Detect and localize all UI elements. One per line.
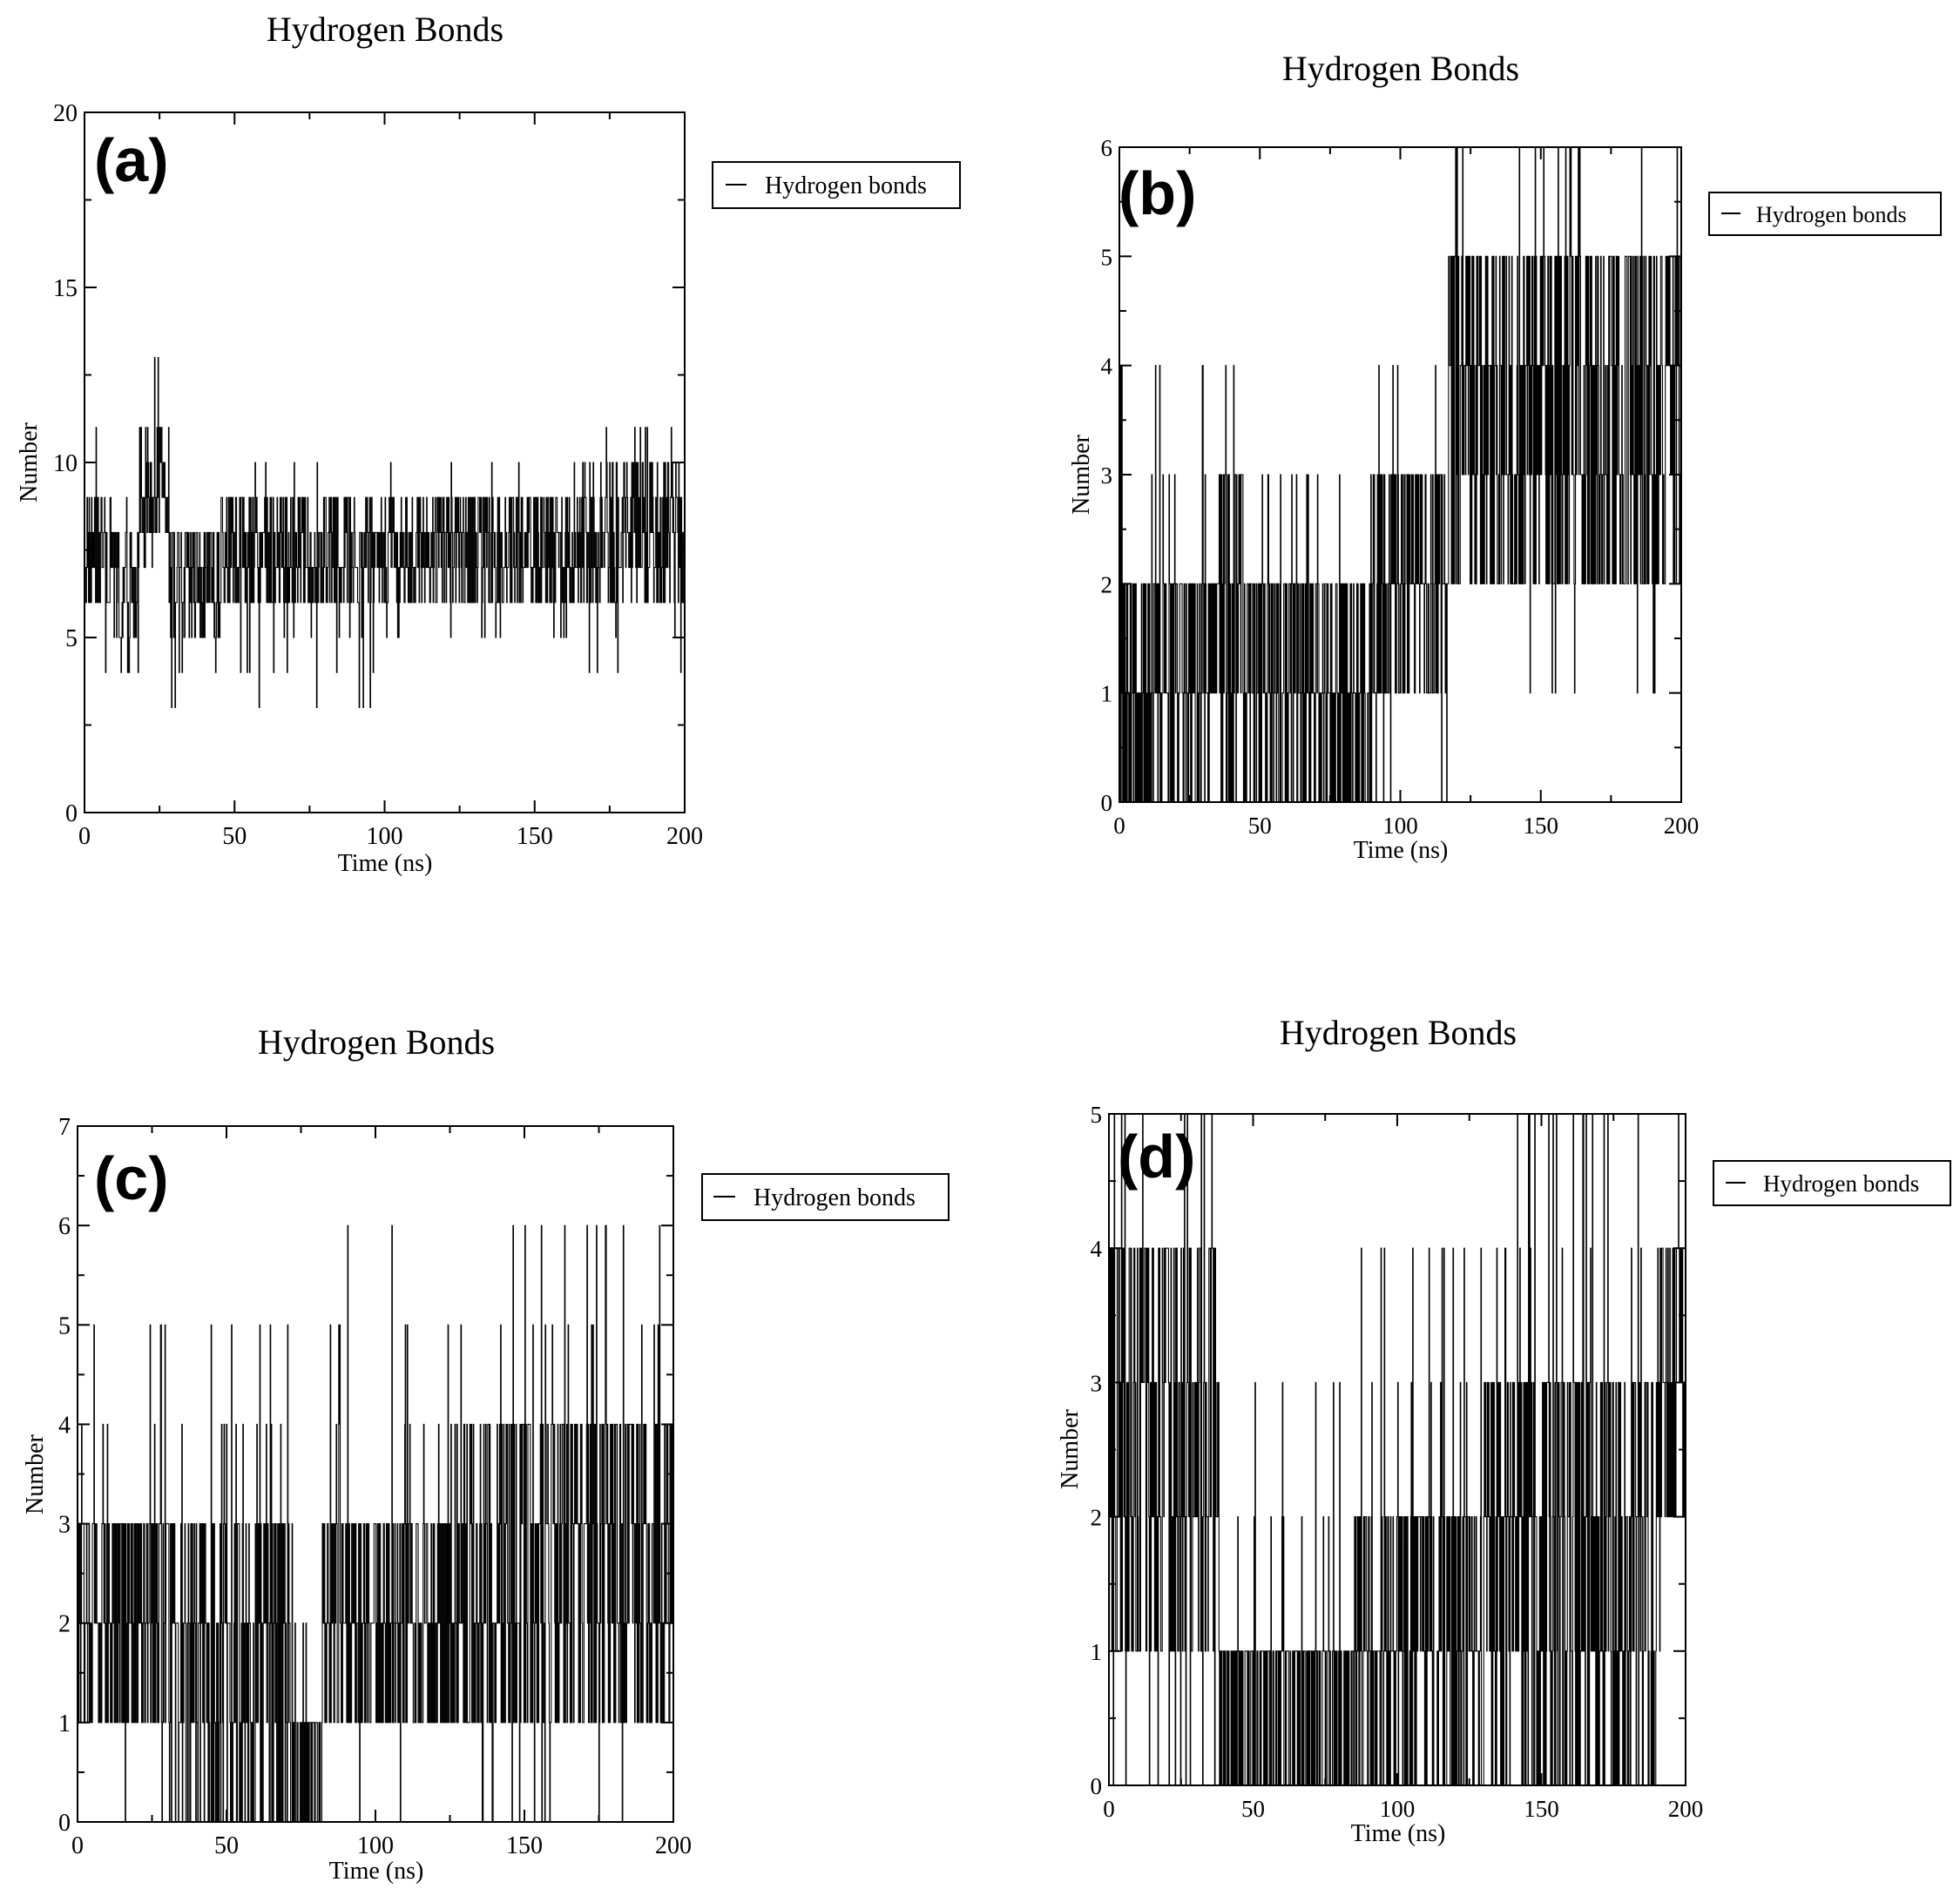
chart-title: Hydrogen Bonds bbox=[1280, 1013, 1517, 1052]
y-tick-label: 2 bbox=[1101, 571, 1113, 597]
y-tick-label: 3 bbox=[58, 1512, 71, 1539]
x-tick-label: 100 bbox=[1380, 1796, 1416, 1822]
y-tick-label: 20 bbox=[53, 100, 78, 127]
x-tick-label: 50 bbox=[222, 823, 247, 850]
legend-entry: Hydrogen bonds bbox=[1756, 202, 1907, 227]
x-tick-label: 50 bbox=[1241, 1796, 1265, 1822]
y-tick-label: 4 bbox=[58, 1412, 71, 1439]
legend-entry: Hydrogen bonds bbox=[1763, 1171, 1919, 1197]
series-line-hydrogen-bonds bbox=[1109, 1113, 1686, 1786]
x-axis-label: Time (ns) bbox=[329, 1858, 424, 1885]
chart-title: Hydrogen Bonds bbox=[1282, 49, 1519, 88]
panel-label: (d) bbox=[1118, 1123, 1195, 1191]
x-tick-label: 150 bbox=[506, 1832, 543, 1859]
x-tick-label: 50 bbox=[1248, 813, 1272, 839]
x-tick-label: 150 bbox=[517, 823, 553, 850]
x-tick-label: 100 bbox=[1382, 813, 1418, 839]
series-line-hydrogen-bonds bbox=[1119, 146, 1682, 803]
legend: Hydrogen bonds bbox=[1713, 1160, 1951, 1206]
x-tick-label: 150 bbox=[1524, 1796, 1559, 1822]
y-tick-label: 2 bbox=[1091, 1505, 1103, 1531]
y-tick-label: 0 bbox=[58, 1810, 71, 1837]
x-tick-label: 200 bbox=[1668, 1796, 1704, 1822]
y-tick-label: 1 bbox=[1101, 681, 1113, 707]
x-tick-label: 100 bbox=[367, 823, 403, 850]
panel-label: (a) bbox=[94, 126, 169, 194]
plot-data-c bbox=[78, 1224, 674, 1823]
plot-frame bbox=[77, 1125, 674, 1823]
axis-ticks-a: 0 50 100 150 200 0 5 10 15 20 bbox=[53, 100, 703, 850]
plot-data-a bbox=[84, 356, 686, 708]
x-tick-label: 200 bbox=[1664, 813, 1700, 839]
y-axis-label: Number bbox=[1057, 1408, 1084, 1488]
x-tick-label: 0 bbox=[1113, 813, 1125, 839]
plot-frame bbox=[84, 111, 686, 813]
y-axis-label: Number bbox=[16, 422, 43, 502]
x-tick-label: 0 bbox=[71, 1832, 84, 1859]
legend-box bbox=[1713, 1160, 1951, 1206]
x-axis-label: Time (ns) bbox=[1354, 837, 1449, 864]
legend: Hydrogen bonds bbox=[701, 1173, 950, 1221]
legend: Hydrogen bonds bbox=[1708, 192, 1942, 236]
legend-box bbox=[701, 1173, 950, 1221]
y-tick-label: 5 bbox=[58, 1312, 71, 1339]
y-tick-label: 7 bbox=[58, 1114, 71, 1141]
y-tick-label: 0 bbox=[65, 800, 78, 827]
axis-ticks-b: 0 50 100 150 200 0 1 2 3 4 5 6 bbox=[1101, 135, 1700, 839]
panel-label: (c) bbox=[94, 1144, 169, 1212]
x-tick-label: 0 bbox=[78, 823, 91, 850]
plot-frame bbox=[1108, 1113, 1686, 1786]
panel-d: Hydrogen Bonds 0 50 100 150 200 0 1 2 3 4 5 (d) Ti… bbox=[1057, 1013, 1951, 1847]
panel-b: Hydrogen Bonds 0 50 100 150 200 0 1 2 3 4 5 6 (b) T… bbox=[1068, 49, 1942, 864]
x-tick-label: 50 bbox=[214, 1832, 239, 1859]
series-line-hydrogen-bonds bbox=[78, 1224, 674, 1823]
x-tick-label: 200 bbox=[666, 823, 703, 850]
y-tick-label: 10 bbox=[53, 450, 78, 477]
axis-ticks-c: 0 50 100 150 200 0 1 2 3 4 5 6 7 bbox=[58, 1114, 692, 1859]
y-tick-label: 5 bbox=[1091, 1102, 1103, 1128]
y-tick-label: 0 bbox=[1091, 1773, 1103, 1799]
y-tick-label: 15 bbox=[53, 275, 78, 302]
chart-title: Hydrogen Bonds bbox=[258, 1022, 495, 1062]
plot-data-d bbox=[1109, 1113, 1686, 1786]
legend: Hydrogen bonds bbox=[712, 161, 961, 209]
x-tick-label: 200 bbox=[655, 1832, 692, 1859]
y-tick-label: 3 bbox=[1091, 1370, 1103, 1396]
y-tick-label: 5 bbox=[1101, 244, 1113, 270]
x-tick-label: 150 bbox=[1524, 813, 1559, 839]
legend-entry: Hydrogen bonds bbox=[754, 1184, 916, 1211]
y-tick-label: 6 bbox=[58, 1213, 71, 1240]
y-tick-label: 0 bbox=[1101, 790, 1113, 816]
y-tick-label: 5 bbox=[65, 625, 78, 652]
y-tick-label: 1 bbox=[58, 1710, 71, 1737]
y-tick-label: 2 bbox=[58, 1611, 71, 1638]
y-tick-label: 4 bbox=[1101, 354, 1113, 380]
panel-label: (b) bbox=[1119, 159, 1196, 227]
plot-data-b bbox=[1119, 146, 1682, 803]
y-axis-label: Number bbox=[1068, 434, 1095, 514]
y-tick-label: 6 bbox=[1101, 135, 1113, 161]
y-tick-label: 3 bbox=[1101, 462, 1113, 489]
y-tick-label: 4 bbox=[1091, 1236, 1103, 1262]
x-tick-label: 100 bbox=[357, 1832, 394, 1859]
legend-box bbox=[1708, 192, 1942, 236]
plot-frame bbox=[1119, 146, 1682, 803]
x-axis-label: Time (ns) bbox=[338, 850, 433, 877]
series-line-hydrogen-bonds bbox=[84, 356, 686, 708]
y-axis-label: Number bbox=[22, 1434, 49, 1514]
legend-entry: Hydrogen bonds bbox=[765, 172, 927, 199]
x-axis-label: Time (ns) bbox=[1351, 1820, 1446, 1847]
y-tick-label: 1 bbox=[1091, 1639, 1103, 1665]
x-tick-label: 0 bbox=[1103, 1796, 1115, 1822]
legend-box bbox=[712, 161, 961, 209]
chart-title: Hydrogen Bonds bbox=[267, 10, 504, 49]
